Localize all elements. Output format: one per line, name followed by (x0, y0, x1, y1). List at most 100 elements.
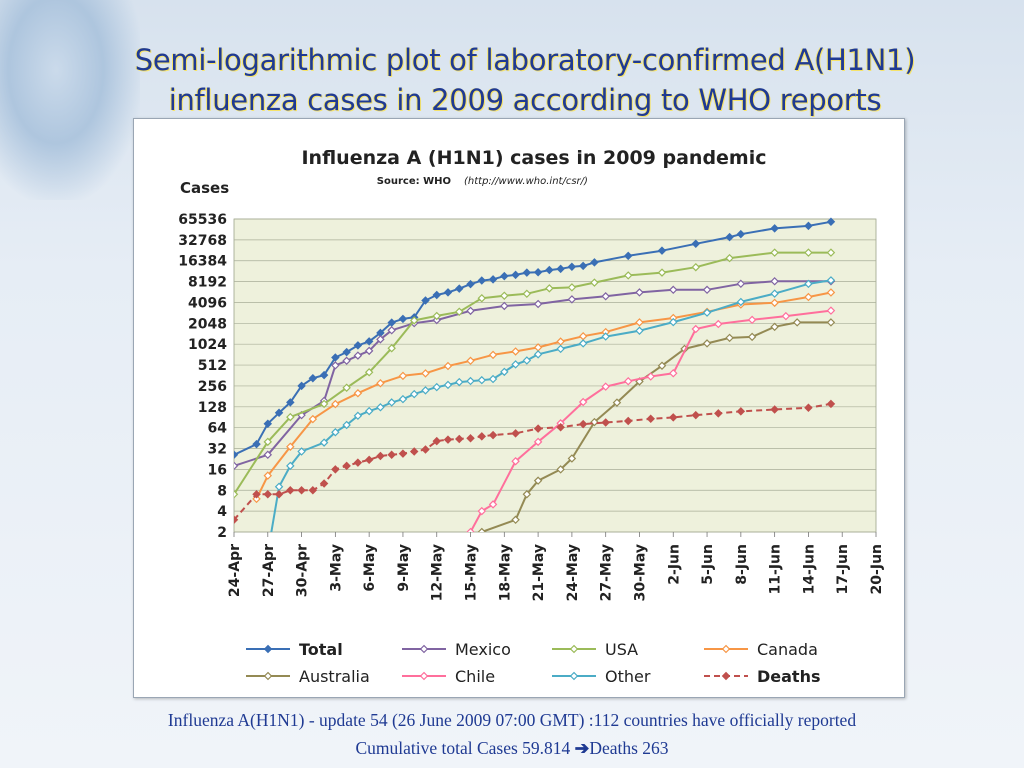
footer-deaths-text: Deaths 263 (589, 738, 669, 758)
chart-svg: Influenza A (H1N1) cases in 2009 pandemi… (178, 147, 885, 686)
y-tick-label: 8 (217, 483, 227, 499)
data-point (353, 351, 363, 360)
data-point (477, 293, 487, 303)
data-point (657, 268, 667, 277)
footer: Influenza A(H1N1) - update 54 (26 June 2… (0, 706, 1024, 762)
series-line (234, 220, 832, 456)
data-point (387, 398, 396, 407)
series-line (270, 279, 832, 532)
data-point (387, 326, 396, 335)
data-point (342, 383, 351, 392)
data-point (623, 416, 633, 426)
x-tick-label: 30-Apr (295, 544, 311, 597)
data-point (466, 279, 475, 289)
data-point (443, 288, 453, 297)
chart-source-url: (http://www.who.int/csr/) (464, 176, 588, 187)
data-point (466, 527, 475, 532)
data-point (567, 295, 577, 304)
data-point (286, 486, 295, 495)
data-point (488, 430, 498, 440)
data-point (669, 369, 678, 378)
data-point (601, 418, 610, 427)
data-point (353, 458, 363, 467)
data-point (635, 326, 644, 335)
data-point (421, 296, 430, 305)
data-point (286, 398, 295, 407)
data-point (500, 271, 509, 281)
legend-item-mexico: Mexico (402, 640, 511, 659)
data-point (274, 490, 284, 499)
data-point (781, 311, 791, 321)
series-chile (466, 306, 836, 532)
data-point (263, 437, 273, 447)
data-point (466, 306, 475, 316)
legend-marker (721, 644, 731, 654)
data-point (443, 380, 453, 390)
data-point (466, 376, 475, 386)
data-point (725, 333, 734, 343)
y-tick-label: 512 (198, 358, 227, 374)
data-point (578, 261, 588, 271)
data-point (646, 414, 655, 424)
x-tick-label: 8-Jun (734, 544, 750, 585)
legend-label: USA (605, 640, 638, 659)
data-point (770, 224, 779, 233)
y-tick-label: 1024 (188, 337, 227, 353)
legend-item-deaths: Deaths (704, 667, 821, 686)
legend-item-canada: Canada (704, 640, 818, 659)
data-point (286, 461, 295, 471)
footer-line-2: Cumulative total Cases 59.814 ➔Deaths 26… (0, 734, 1024, 762)
legend-marker (569, 671, 579, 681)
data-point (443, 361, 453, 371)
data-point (623, 271, 633, 280)
data-point (342, 356, 351, 366)
y-tick-label: 256 (198, 379, 227, 395)
data-point (522, 289, 532, 299)
data-point (455, 307, 464, 316)
data-point (252, 439, 261, 449)
data-point (533, 350, 543, 359)
data-point (792, 318, 802, 327)
data-point (364, 406, 374, 416)
data-point (511, 270, 520, 280)
data-point (409, 389, 419, 399)
data-point (601, 292, 610, 301)
data-point (376, 378, 385, 388)
legend-marker (721, 671, 731, 681)
data-point (669, 413, 678, 422)
data-point (488, 275, 498, 284)
y-tick-label: 128 (198, 400, 227, 416)
data-point (646, 372, 655, 381)
data-point (578, 419, 588, 429)
data-point (342, 420, 351, 430)
data-point (691, 410, 701, 420)
data-point (342, 461, 351, 471)
series-australia (477, 318, 836, 532)
data-point (455, 377, 464, 387)
data-point (297, 381, 306, 391)
data-point (455, 434, 464, 444)
data-point (319, 479, 329, 488)
x-tick-label: 9-May (396, 544, 412, 592)
data-point (331, 465, 340, 474)
data-point (635, 318, 644, 327)
legend-label: Canada (757, 640, 818, 659)
legend-marker (419, 644, 429, 654)
data-point (826, 306, 836, 315)
data-point (274, 408, 284, 418)
data-point (376, 403, 385, 412)
legend-label: Chile (455, 667, 495, 686)
data-point (804, 292, 813, 302)
data-point (263, 490, 273, 499)
data-point (376, 335, 385, 344)
x-tick-label: 2-Jun (666, 544, 682, 585)
data-point (308, 486, 318, 495)
data-point (826, 288, 836, 297)
y-tick-label: 64 (208, 421, 228, 437)
legend-marker (419, 671, 429, 681)
y-tick-label: 32768 (178, 233, 227, 249)
data-point (331, 353, 340, 362)
data-point (826, 276, 836, 285)
data-point (804, 221, 813, 231)
data-point (455, 284, 464, 293)
